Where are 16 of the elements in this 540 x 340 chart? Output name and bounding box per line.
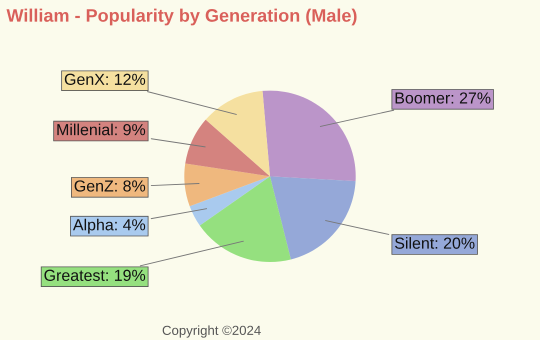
text: Copyright ©2024	[162, 325, 261, 338]
pie-slice	[270, 176, 356, 260]
slice-label: GenX: 12%	[64, 74, 146, 85]
pie-slice	[262, 90, 356, 182]
pie-slice	[206, 90, 270, 176]
pie-slice	[190, 176, 270, 226]
chart-title: William - Popularity by Generation (Male)	[6, 8, 357, 26]
slice-label: Greatest: 19%	[44, 270, 146, 281]
pie-slice	[185, 120, 270, 176]
pie-slice	[184, 163, 270, 206]
slice-label: Millenial: 9%	[57, 124, 146, 136]
slice-label: Silent: 20%	[395, 237, 475, 249]
slice-label: Boomer: 27%	[396, 92, 490, 104]
pie-slice	[200, 176, 291, 262]
slice-label: Alpha: 4%	[72, 218, 146, 234]
slice-label: GenZ: 8%	[74, 180, 146, 192]
